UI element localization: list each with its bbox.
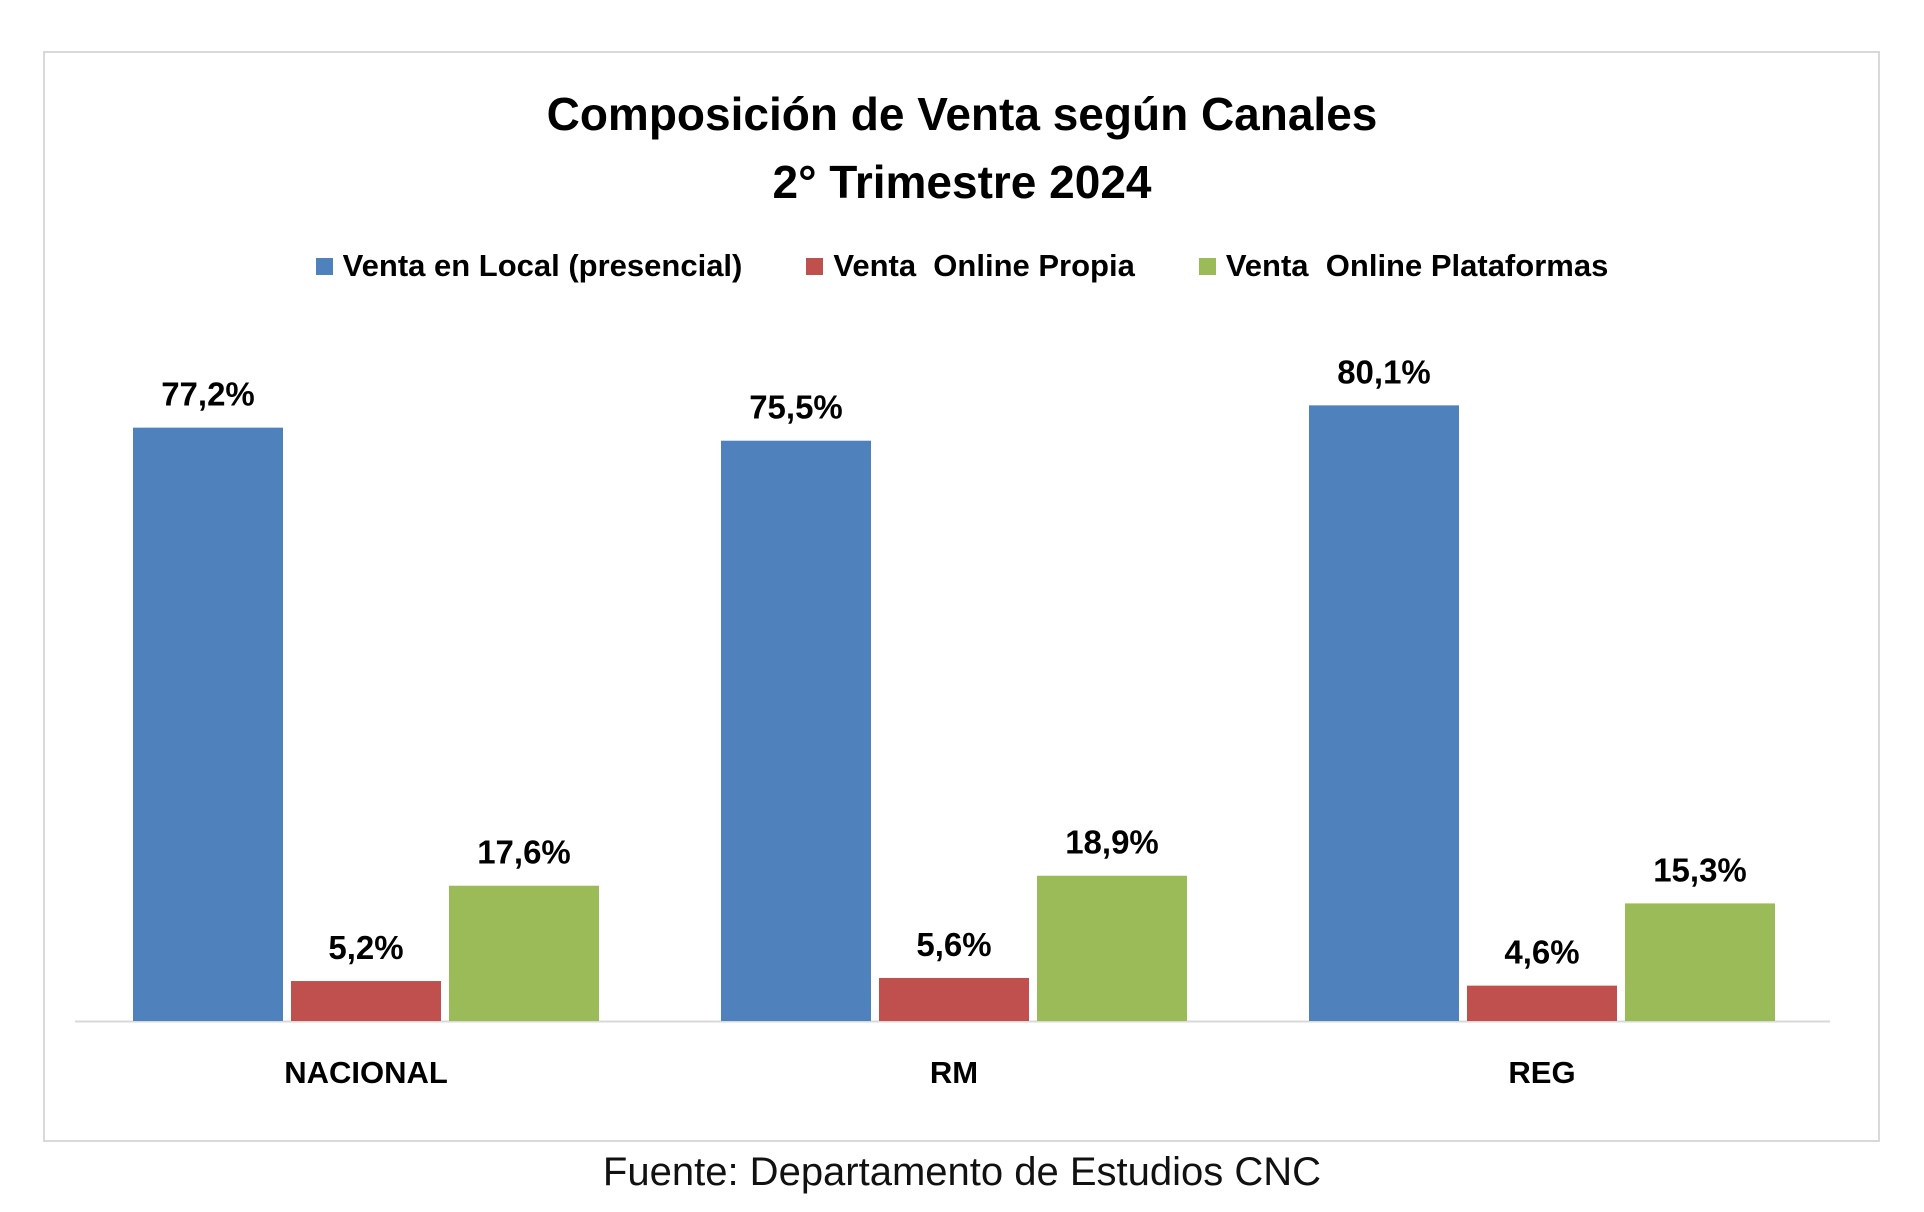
chart-frame [43,51,1880,1142]
bar-rm-series-0 [721,440,871,1021]
bar-reg-series-2 [1625,903,1775,1021]
legend-swatch-online-propia [806,257,824,275]
legend-swatch-local [315,257,333,275]
data-label-nacional-series-0: 77,2% [161,376,255,413]
bar-reg-series-0 [1309,405,1459,1021]
legend-label-local: Venta en Local (presencial) [342,248,743,283]
category-label-rm: RM [930,1055,978,1090]
bar-rm-series-1 [879,977,1029,1021]
data-label-reg-series-2: 15,3% [1653,851,1747,888]
data-label-rm-series-1: 5,6% [916,926,991,963]
data-label-rm-series-0: 75,5% [749,389,843,426]
data-label-nacional-series-1: 5,2% [328,929,403,966]
bar-chart-plot: 77,2% 5,2% 17,6% NACIONAL 75,5% 5,6% 18,9% RM 80… [75,353,1830,1090]
legend-item-online-plataformas: Venta Online Plataformas [1198,248,1609,284]
legend-item-online-propia: Venta Online Propia [806,248,1135,284]
legend-item-local: Venta en Local (presencial) [315,248,743,284]
bar-nacional-series-2 [449,885,599,1021]
bar-reg-series-1 [1467,985,1617,1021]
chart-title-line-2: 2° Trimestre 2024 [772,156,1152,208]
data-label-reg-series-1: 4,6% [1504,934,1579,971]
legend-label-online-propia: Venta Online Propia [833,248,1135,283]
bar-nacional-series-0 [133,427,283,1021]
bar-nacional-series-1 [291,981,441,1021]
legend-label-online-plataformas: Venta Online Plataformas [1225,248,1609,283]
category-label-reg: REG [1508,1055,1575,1090]
chart-title: Composición de Venta según Canales 2° Tr… [0,80,1924,216]
legend: Venta en Local (presencial) Venta Online… [0,248,1924,284]
chart-title-line-1: Composición de Venta según Canales [546,88,1378,140]
data-label-rm-series-2: 18,9% [1065,824,1159,861]
data-label-reg-series-0: 80,1% [1337,353,1431,390]
legend-swatch-online-plataformas [1198,257,1216,275]
data-label-nacional-series-2: 17,6% [477,834,571,871]
source-note: Fuente: Departamento de Estudios CNC [602,1150,1322,1194]
category-label-nacional: NACIONAL [284,1055,448,1090]
bar-rm-series-2 [1037,875,1187,1021]
